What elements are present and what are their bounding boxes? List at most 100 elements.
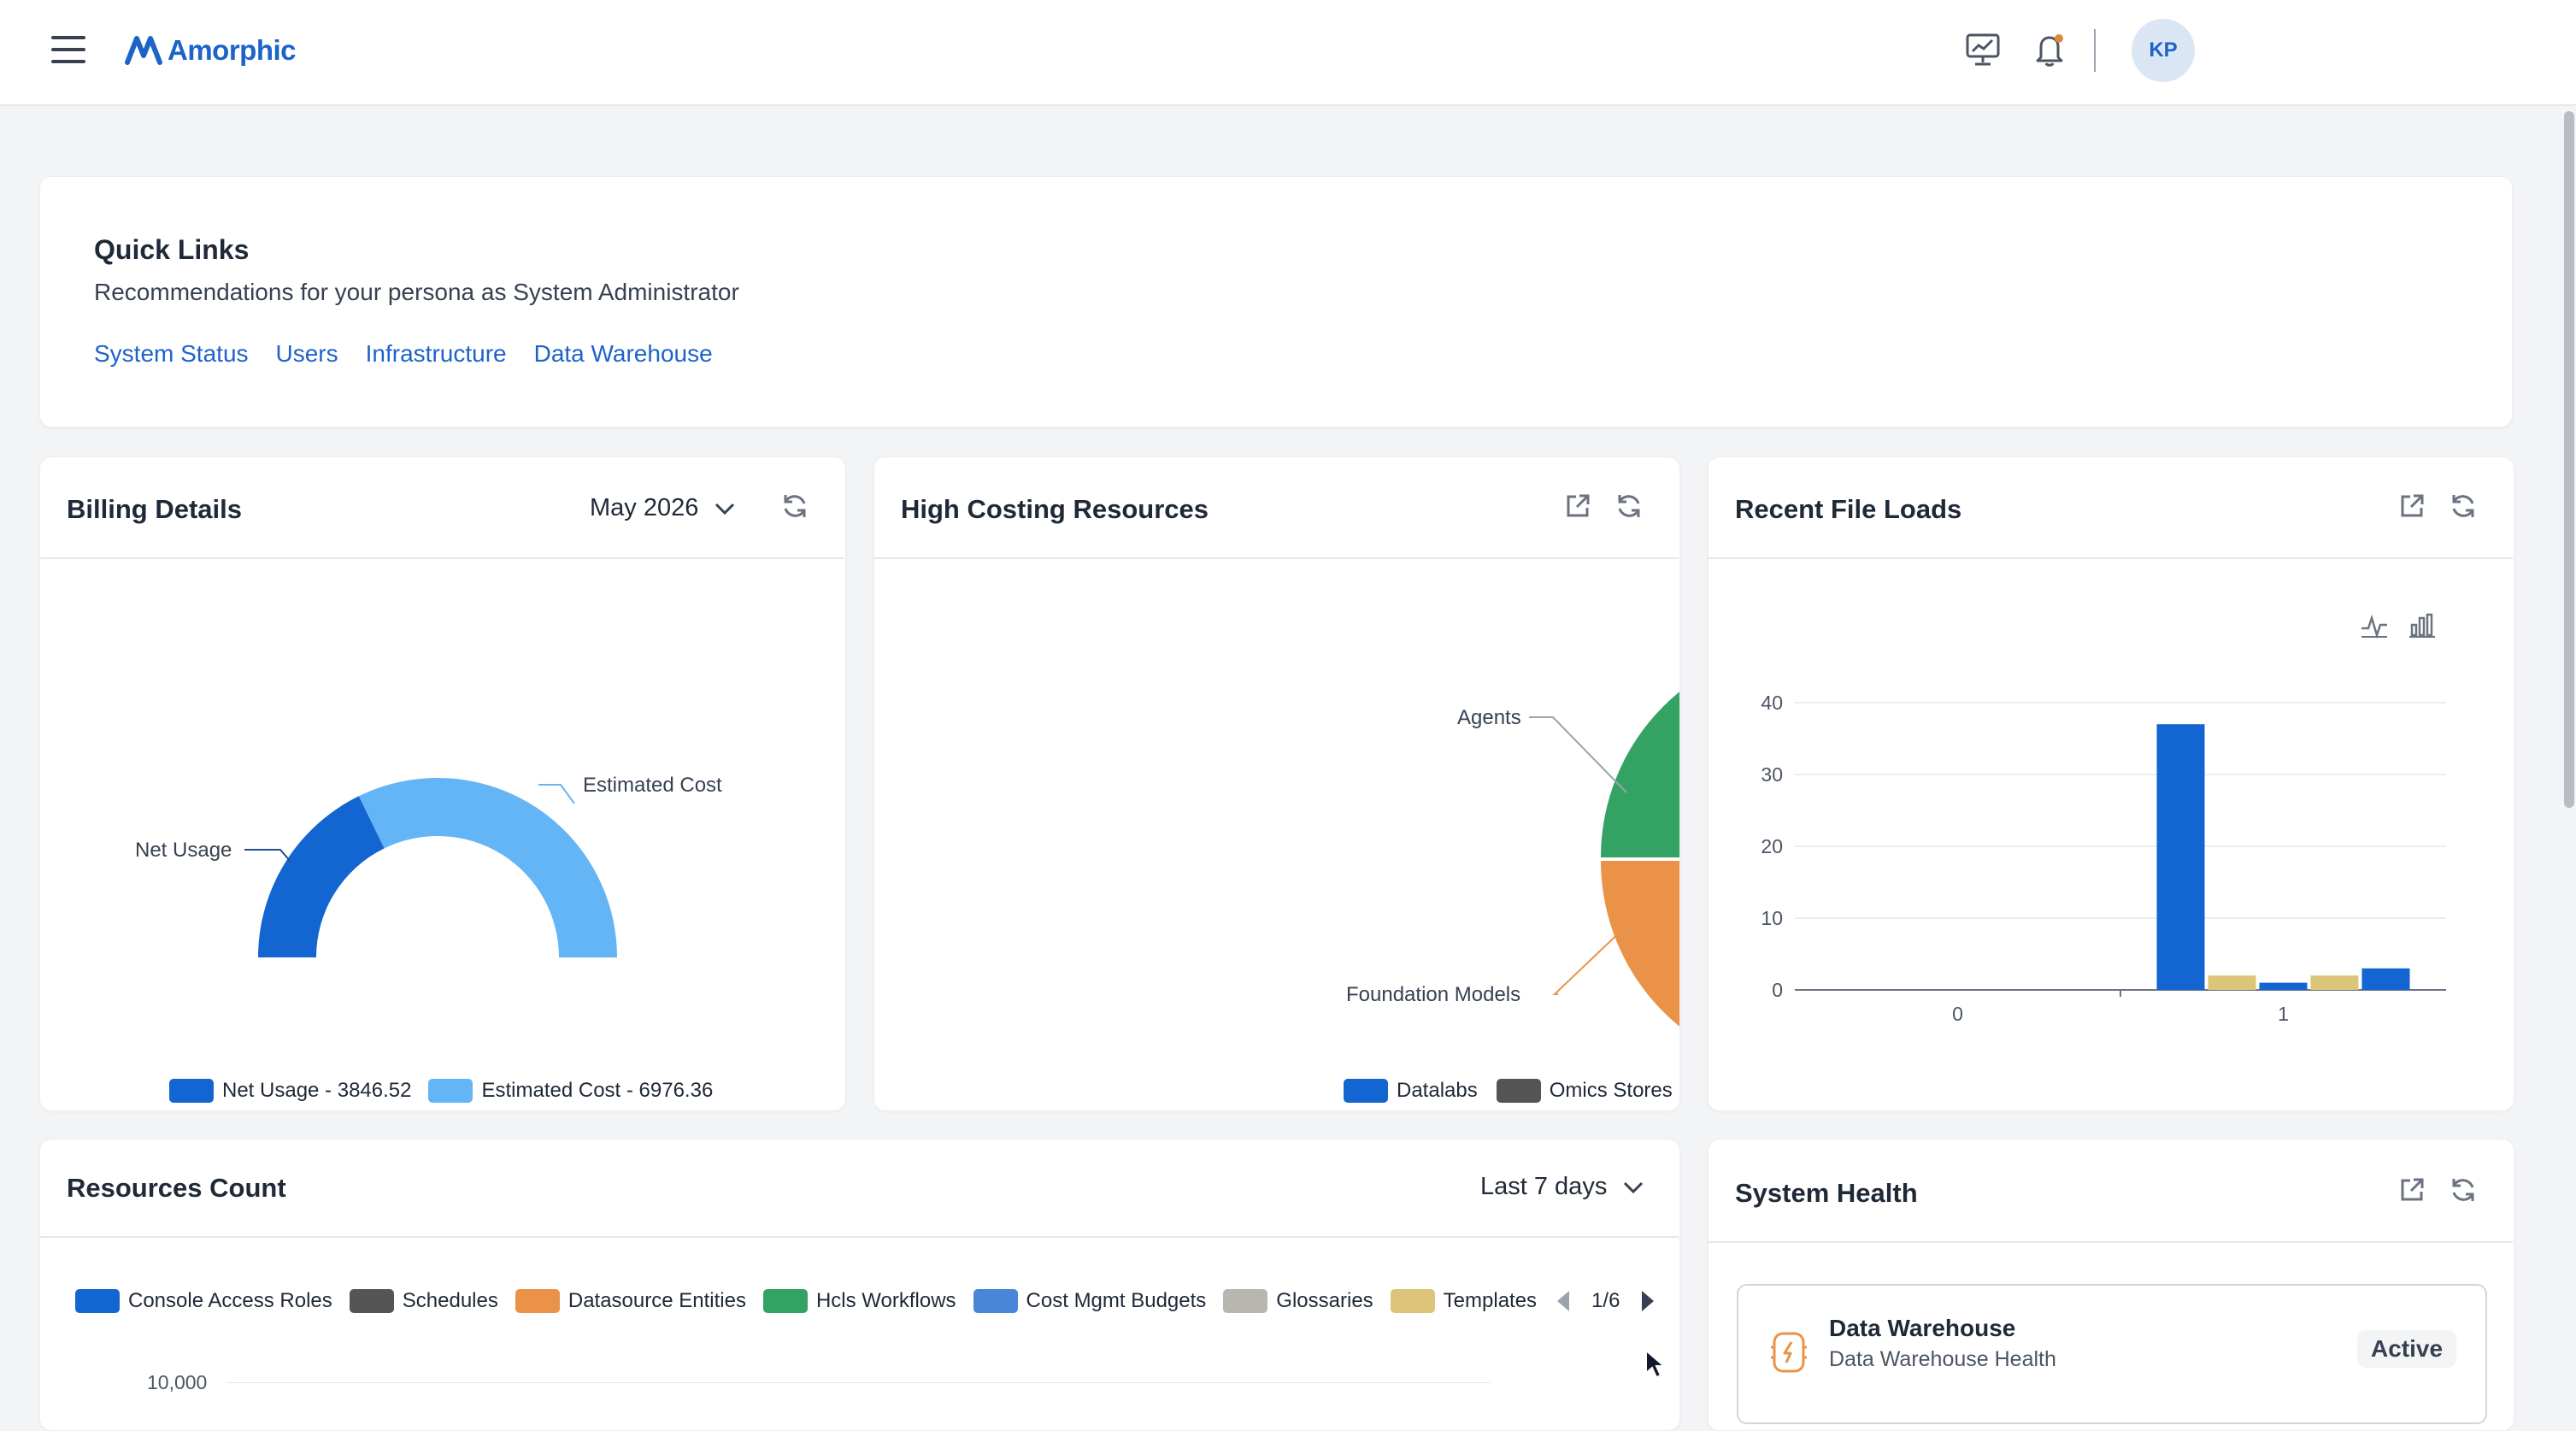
legend-label: Schedules (402, 1289, 498, 1312)
hamburger-menu-icon[interactable] (51, 36, 85, 63)
y-tick-label: 30 (1761, 763, 1783, 786)
high-costing-refresh-icon[interactable] (1610, 487, 1648, 525)
billing-legend-estimated-cost[interactable]: Estimated Cost - 6976.36 (428, 1079, 713, 1103)
recent-file-loads-separator (1708, 557, 2513, 559)
quick-links-subtitle: Recommendations for your persona as Syst… (94, 279, 739, 305)
app-name: Amorphic (168, 34, 297, 66)
billing-legend-net-usage[interactable]: Net Usage - 3846.52 (169, 1079, 411, 1103)
system-health-open-external-icon[interactable] (2393, 1171, 2431, 1209)
legend-swatch (762, 1289, 808, 1313)
legend-label: Datalabs (1397, 1079, 1478, 1102)
system-health-refresh-icon[interactable] (2444, 1171, 2482, 1209)
link-data-warehouse[interactable]: Data Warehouse (533, 340, 713, 367)
legend-label: Templates (1443, 1289, 1538, 1312)
status-badge: Active (2357, 1330, 2457, 1368)
resources-period-dropdown[interactable]: Last 7 days (1480, 1173, 1644, 1201)
resources-legend-hcls-workflows[interactable]: Hcls Workflows (762, 1289, 956, 1313)
high-costing-open-external-icon[interactable] (1559, 487, 1597, 525)
billing-chart: Net Usage Estimated Cost (135, 774, 722, 957)
billing-period-dropdown[interactable]: May 2026 (590, 494, 736, 522)
resources-legend: Console Access Roles Schedules Datasourc… (75, 1289, 1657, 1313)
bell-icon[interactable] (2027, 27, 2072, 72)
legend-label: Estimated Cost - 6976.36 (481, 1079, 714, 1102)
amorphic-logo-icon (125, 36, 162, 65)
high-costing-label-agents: Agents (1457, 706, 1521, 729)
billing-leader-estimated-cost (538, 784, 575, 804)
billing-slice-estimated-cost[interactable] (358, 778, 617, 957)
high-costing-leader-agents (1529, 716, 1627, 793)
chevron-down-icon (715, 503, 735, 515)
recent-file-loads-title: Recent File Loads (1735, 494, 1962, 524)
mouse-cursor-icon (1644, 1348, 1667, 1384)
legend-label: Glossaries (1276, 1289, 1373, 1312)
billing-label-net-usage: Net Usage (135, 839, 232, 862)
legend-swatch (515, 1289, 560, 1313)
resources-legend-cost-mgmt-budgets[interactable]: Cost Mgmt Budgets (973, 1289, 1206, 1313)
link-users[interactable]: Users (275, 340, 338, 367)
line-chart-toggle-icon[interactable] (2355, 607, 2393, 645)
file-load-bar[interactable] (2361, 968, 2410, 990)
monitor-chart-icon[interactable] (1961, 27, 2005, 72)
high-costing-legend: Datalabs Omics Stores (1344, 1079, 1673, 1103)
resources-period-value: Last 7 days (1480, 1173, 1608, 1200)
legend-label: Hcls Workflows (815, 1289, 956, 1312)
recent-file-loads-open-external-icon[interactable] (2393, 487, 2431, 525)
legend-swatch (1496, 1079, 1541, 1103)
system-health-title: System Health (1735, 1178, 1918, 1208)
high-costing-title: High Costing Resources (901, 494, 1209, 524)
chevron-down-icon (1624, 1181, 1644, 1193)
link-system-status[interactable]: System Status (94, 340, 249, 367)
resources-count-separator (39, 1236, 1679, 1238)
data-warehouse-icon (1769, 1330, 1808, 1379)
quick-links-card (39, 176, 2513, 427)
billing-legend: Net Usage - 3846.52 Estimated Cost - 697… (169, 1079, 713, 1103)
resources-gridline (226, 1382, 1491, 1383)
link-infrastructure[interactable]: Infrastructure (365, 340, 507, 367)
resources-count-title: Resources Count (67, 1173, 286, 1203)
recent-file-loads-refresh-icon[interactable] (2444, 487, 2482, 525)
legend-label: Console Access Roles (128, 1289, 332, 1312)
legend-next-page-icon[interactable] (1637, 1289, 1657, 1313)
high-costing-legend-datalabs[interactable]: Datalabs (1344, 1079, 1478, 1103)
high-costing-chart: Agents Foundation Models (1346, 644, 1679, 1039)
legend-swatch (1344, 1079, 1388, 1103)
high-costing-slice-agents[interactable] (1601, 644, 1679, 857)
quick-links-title: Quick Links (94, 234, 250, 265)
billing-period-value: May 2026 (590, 494, 699, 521)
legend-label: Datasource Entities (568, 1289, 746, 1312)
file-load-bar[interactable] (2310, 975, 2359, 990)
resources-legend-datasource-entities[interactable]: Datasource Entities (515, 1289, 746, 1313)
billing-label-estimated-cost: Estimated Cost (583, 774, 722, 797)
app-logo[interactable]: Amorphic (125, 27, 297, 74)
resources-legend-templates[interactable]: Templates (1390, 1289, 1538, 1313)
system-health-separator (1708, 1241, 2513, 1243)
scrollbar-thumb[interactable] (2564, 111, 2574, 808)
legend-swatch (1223, 1289, 1268, 1313)
x-tick-label: 0 (1952, 1003, 1963, 1025)
legend-swatch (428, 1079, 473, 1103)
legend-label: Omics Stores (1549, 1079, 1673, 1102)
header-divider (2094, 29, 2096, 72)
file-load-bar[interactable] (2259, 982, 2308, 990)
file-load-bar[interactable] (2208, 975, 2256, 990)
high-costing-legend-omics-stores[interactable]: Omics Stores (1496, 1079, 1673, 1103)
y-tick-label: 40 (1761, 692, 1783, 714)
high-costing-slice-foundation-models[interactable] (1601, 861, 1679, 1039)
user-avatar[interactable]: KP (2132, 19, 2195, 82)
high-costing-card: Agents Foundation Models (873, 456, 1680, 1111)
recent-file-loads-card (1708, 456, 2514, 1111)
billing-refresh-icon[interactable] (776, 487, 814, 525)
billing-separator (39, 557, 844, 559)
legend-swatch (169, 1079, 214, 1103)
high-costing-label-foundation-models: Foundation Models (1346, 983, 1520, 1006)
resources-legend-glossaries[interactable]: Glossaries (1223, 1289, 1373, 1313)
billing-slice-net-usage[interactable] (258, 796, 385, 957)
bar-chart-toggle-icon[interactable] (2403, 607, 2441, 645)
legend-swatch (1390, 1289, 1435, 1313)
y-tick-label: 0 (1772, 979, 1783, 1001)
file-load-bar[interactable] (2156, 724, 2205, 990)
resources-legend-console-access-roles[interactable]: Console Access Roles (75, 1289, 332, 1313)
resources-legend-schedules[interactable]: Schedules (349, 1289, 498, 1313)
legend-label: Net Usage - 3846.52 (222, 1079, 412, 1102)
legend-prev-page-icon[interactable] (1554, 1289, 1574, 1313)
